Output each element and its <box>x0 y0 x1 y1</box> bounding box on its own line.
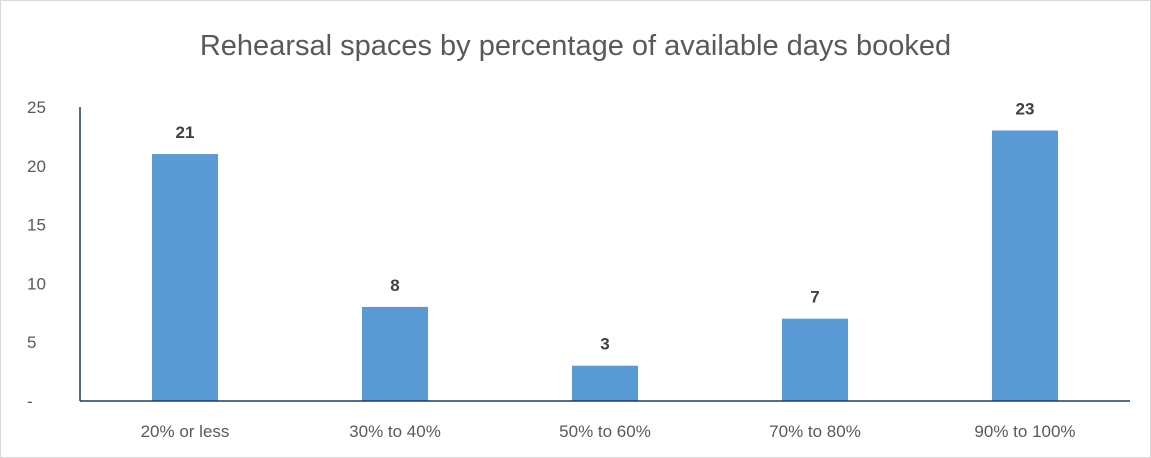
bar-data-label: 21 <box>176 123 195 142</box>
bar-data-label: 8 <box>390 276 399 295</box>
x-category-label: 20% or less <box>141 422 230 441</box>
y-tick-label: 5 <box>27 333 36 352</box>
bars <box>152 130 1058 401</box>
y-axis-ticks: - 5 10 15 20 25 <box>27 98 46 411</box>
y-tick-label: 10 <box>27 274 46 293</box>
x-category-label: 90% to 100% <box>974 422 1075 441</box>
data-labels: 21 8 3 7 23 <box>176 100 1035 354</box>
bar-data-label: 7 <box>810 288 819 307</box>
x-category-label: 30% to 40% <box>349 422 441 441</box>
bar <box>782 318 848 401</box>
bar <box>152 154 218 401</box>
y-tick-label: 25 <box>27 98 46 117</box>
y-tick-label: 15 <box>27 216 46 235</box>
bar <box>572 365 638 401</box>
x-axis-labels: 20% or less 30% to 40% 50% to 60% 70% to 80… <box>141 422 1076 441</box>
chart-title: Rehearsal spaces by percentage of availa… <box>199 30 952 62</box>
y-tick-label: - <box>27 392 33 411</box>
bar <box>992 130 1058 401</box>
x-category-label: 70% to 80% <box>769 422 861 441</box>
y-tick-label: 20 <box>27 157 46 176</box>
x-category-label: 50% to 60% <box>559 422 651 441</box>
bar <box>362 306 428 401</box>
bar-data-label: 23 <box>1016 100 1035 119</box>
bar-data-label: 3 <box>600 335 609 354</box>
